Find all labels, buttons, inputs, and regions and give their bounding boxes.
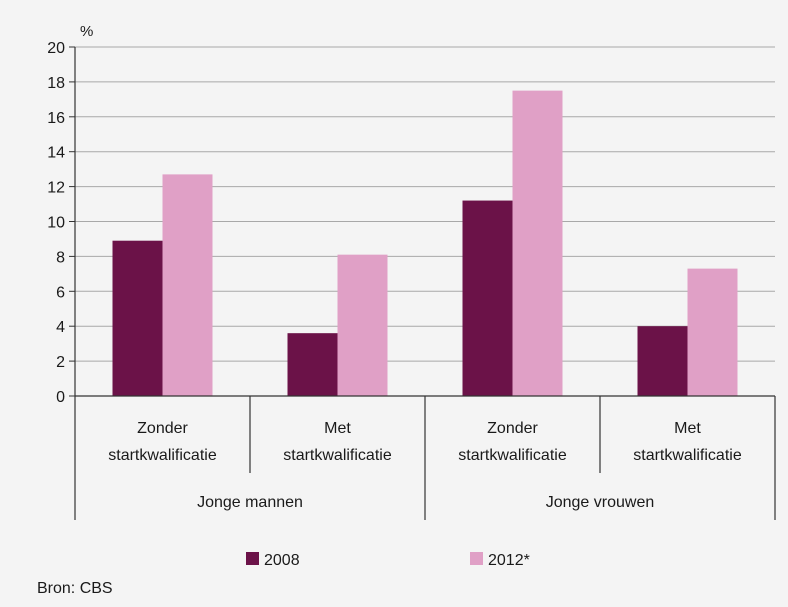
y-tick-label: 2 bbox=[56, 354, 65, 371]
y-tick-label: 16 bbox=[47, 110, 65, 127]
y-tick-label: 0 bbox=[56, 389, 65, 406]
bar-2012-2 bbox=[512, 90, 563, 396]
x-category-label: startkwalificatie bbox=[108, 447, 217, 464]
bars-layer bbox=[112, 90, 738, 396]
y-tick-label: 8 bbox=[56, 249, 65, 266]
x-category-label: Met bbox=[324, 420, 351, 437]
x-category-label: Zonder bbox=[137, 420, 188, 437]
y-axis-unit: % bbox=[80, 23, 93, 40]
y-tick-label: 4 bbox=[56, 319, 65, 336]
y-tick-label: 20 bbox=[47, 40, 65, 57]
legend: 2008 2012* bbox=[246, 552, 530, 569]
x-group-label: Jonge mannen bbox=[197, 494, 303, 511]
y-tick-label: 10 bbox=[47, 215, 65, 232]
y-tick-label: 6 bbox=[56, 284, 65, 301]
x-category-label: startkwalificatie bbox=[458, 447, 567, 464]
bar-2008-1 bbox=[287, 333, 338, 396]
legend-swatch bbox=[246, 552, 259, 565]
bar-2008-0 bbox=[112, 240, 163, 396]
x-category-label: startkwalificatie bbox=[283, 447, 392, 464]
source-note: Bron: CBS bbox=[37, 580, 113, 597]
x-group-label: Jonge vrouwen bbox=[546, 494, 655, 511]
bar-2012-0 bbox=[162, 174, 213, 396]
y-tick-label: 18 bbox=[47, 75, 65, 92]
bar-2008-3 bbox=[637, 326, 688, 396]
y-tick-label: 12 bbox=[47, 180, 65, 197]
legend-label: 2012* bbox=[488, 552, 530, 569]
x-category-label: Zonder bbox=[487, 420, 538, 437]
bar-2012-3 bbox=[687, 268, 738, 396]
legend-label: 2008 bbox=[264, 552, 300, 569]
axis-layer: % Bron: CBS 0 2 4 6 8 10 12 14 16 18 20 Zonder start… bbox=[37, 23, 776, 597]
x-category-label: startkwalificatie bbox=[633, 447, 742, 464]
bar-2012-1 bbox=[337, 254, 388, 396]
y-tick-label: 14 bbox=[47, 145, 65, 162]
legend-swatch bbox=[470, 552, 483, 565]
bar-2008-2 bbox=[462, 200, 513, 396]
x-category-label: Met bbox=[674, 420, 701, 437]
